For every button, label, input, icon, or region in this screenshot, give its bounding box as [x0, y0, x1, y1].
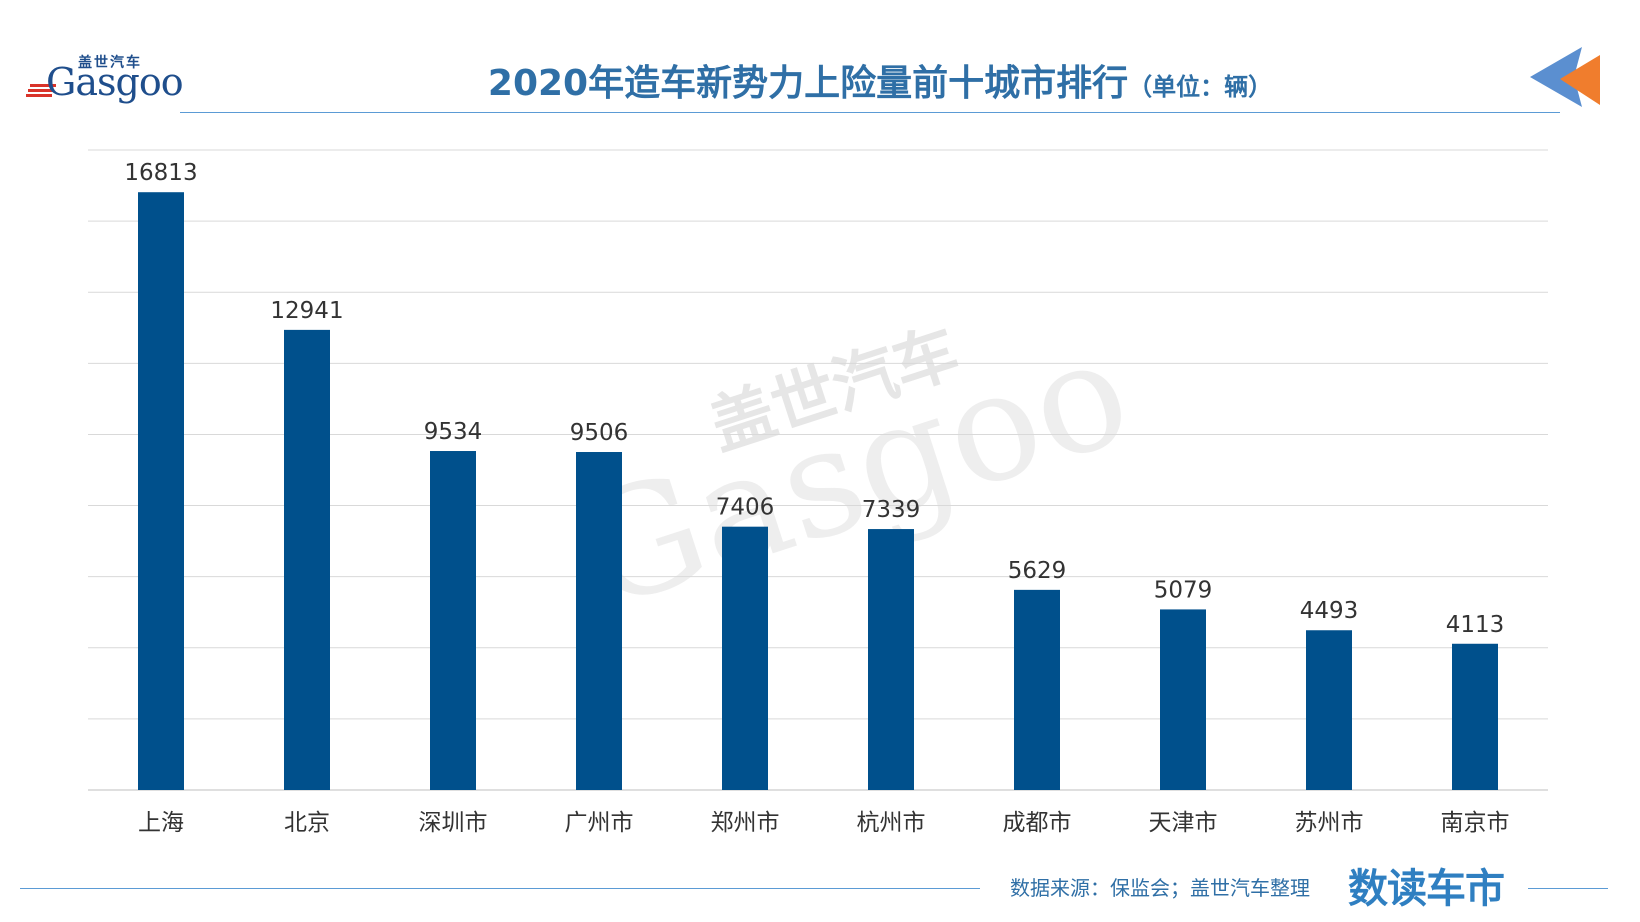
category-label: 郑州市 — [711, 810, 780, 836]
data-source: 数据来源：保监会；盖世汽车整理 — [1010, 876, 1310, 900]
chart-title-main: 2020年造车新势力上险量前十城市排行 — [487, 63, 1129, 104]
gasgoo-logo: 盖世汽车 Gasgoo — [26, 52, 184, 116]
logo-english-text: Gasgoo — [46, 60, 184, 104]
brand-mark: 数读车市 — [1348, 866, 1505, 912]
title-divider — [180, 112, 1560, 113]
bar — [1452, 643, 1498, 790]
bar — [868, 529, 914, 790]
data-label: 12941 — [270, 298, 343, 324]
category-label: 深圳市 — [419, 810, 488, 836]
footer-divider-right — [1528, 888, 1608, 889]
data-label: 9534 — [424, 419, 483, 445]
bar — [138, 192, 184, 790]
bars — [138, 192, 1498, 790]
data-label: 16813 — [124, 160, 197, 186]
category-label: 苏州市 — [1295, 810, 1364, 836]
footer-divider-left — [20, 888, 980, 889]
data-label: 7406 — [716, 495, 775, 521]
chart-title-unit: （单位：辆） — [1128, 73, 1273, 101]
arrow-decoration-icon — [1530, 47, 1600, 107]
chart-title: 2020年造车新势力上险量前十城市排行（单位：辆） — [180, 54, 1580, 106]
category-label: 南京市 — [1441, 810, 1510, 836]
logo-stripes-icon — [26, 84, 56, 97]
data-label: 4493 — [1300, 598, 1359, 624]
category-label: 上海 — [138, 810, 184, 836]
data-label: 7339 — [862, 497, 921, 523]
data-label: 9506 — [570, 420, 629, 446]
bar — [1306, 630, 1352, 790]
data-label: 5629 — [1008, 558, 1067, 584]
grid-lines — [88, 149, 1548, 791]
bar — [576, 452, 622, 790]
bar — [430, 451, 476, 790]
category-label: 天津市 — [1149, 810, 1218, 836]
category-label: 成都市 — [1003, 810, 1072, 836]
category-label: 北京 — [284, 810, 330, 836]
bar — [1160, 609, 1206, 790]
bar — [1014, 589, 1060, 790]
category-label: 广州市 — [565, 810, 634, 836]
data-label: 5079 — [1154, 577, 1213, 603]
bar — [284, 329, 330, 790]
bar — [722, 526, 768, 790]
logo-chinese-text: 盖世汽车 — [78, 55, 142, 71]
category-labels: 上海 北京 深圳市 广州市 郑州市 杭州市 成都市 天津市 苏州市 南京市 — [138, 810, 1510, 836]
category-label: 杭州市 — [857, 810, 926, 836]
data-label: 4113 — [1446, 612, 1505, 638]
data-labels: 16813 12941 9534 9506 7406 7339 5629 5079 4493 41… — [124, 160, 1504, 638]
